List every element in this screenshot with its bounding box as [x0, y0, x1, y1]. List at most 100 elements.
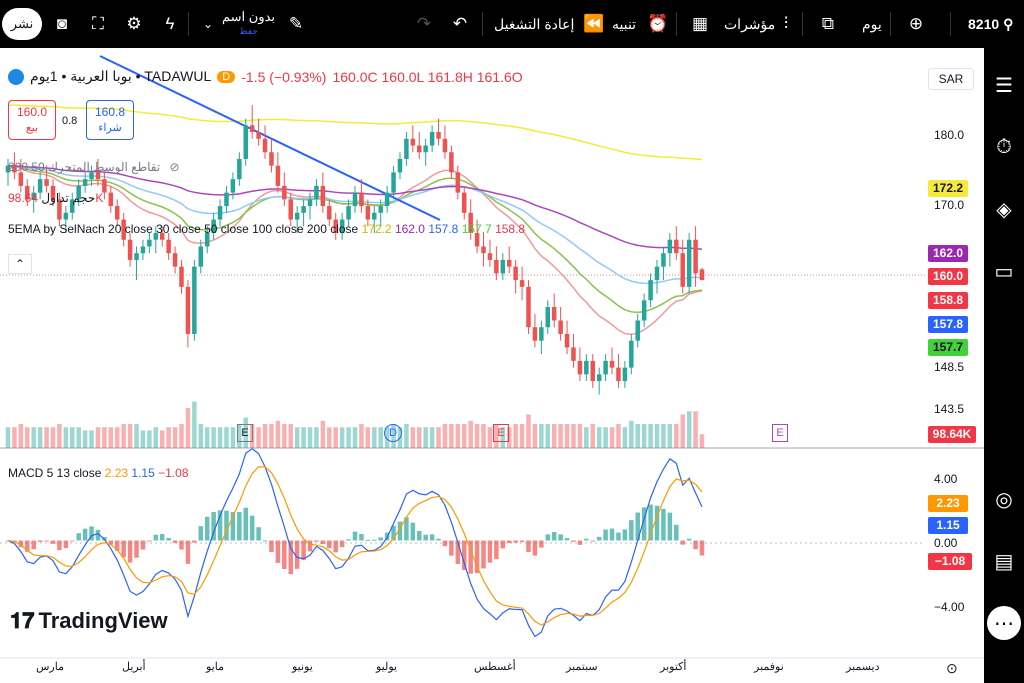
candle-body: [378, 206, 383, 213]
candle-body: [256, 132, 261, 139]
pencil-icon[interactable]: ✎: [288, 14, 304, 33]
buy-button[interactable]: 160.8 شراء: [86, 100, 134, 140]
candle-body: [577, 360, 583, 375]
price-tick: 148.5: [934, 360, 965, 374]
volume-bar: [179, 424, 184, 448]
chevron-down-icon[interactable]: ⌄: [202, 17, 214, 31]
candle-body: [571, 347, 576, 361]
macd-histogram-bar: [224, 510, 229, 541]
candle-body: [102, 179, 107, 193]
more-icon[interactable]: ⋯: [987, 606, 1021, 640]
indicators-button[interactable]: مؤشرات: [724, 15, 776, 32]
camera-icon[interactable]: ◙: [56, 14, 68, 33]
candle-body: [487, 253, 493, 260]
price-tick: 170.0: [934, 198, 965, 212]
candle-body: [661, 253, 666, 267]
layout-name[interactable]: بدون اسم حفظ: [222, 0, 275, 48]
sell-button[interactable]: 160.0 بيع: [8, 100, 56, 140]
volume-bar: [288, 424, 293, 448]
alerts-clock-icon[interactable]: ⏱: [996, 135, 1012, 158]
calendar-icon[interactable]: ▤: [994, 550, 1014, 573]
candle-body: [275, 165, 281, 186]
lightning-icon[interactable]: ϟ: [165, 14, 175, 33]
macd-histogram-bar: [436, 538, 441, 541]
volume-bar: [449, 424, 454, 448]
time-settings-icon[interactable]: ⊙: [946, 660, 958, 676]
macd-tick: −4.00: [934, 600, 965, 614]
layers-icon[interactable]: ◈: [996, 198, 1012, 221]
volume-bar: [629, 420, 634, 448]
candle-body: [294, 212, 300, 220]
bar-chart-icon[interactable]: ⫶: [783, 14, 789, 33]
price-tick: 143.5: [934, 402, 965, 416]
settings-icon[interactable]: ⚙: [126, 14, 142, 33]
macd-histogram-bar: [243, 507, 249, 541]
fullscreen-icon[interactable]: ⛶: [92, 14, 104, 33]
earnings-marker[interactable]: E: [493, 424, 509, 442]
undo-icon[interactable]: ↶: [452, 14, 468, 33]
volume-bar: [307, 427, 313, 448]
symbol-search[interactable]: 8210 ⚲: [968, 0, 1013, 48]
volume-bar: [686, 411, 692, 448]
volume-bar: [211, 427, 216, 448]
macd-histogram-bar: [121, 540, 126, 558]
add-icon[interactable]: ⊕: [908, 14, 924, 33]
grid-icon[interactable]: ▦: [691, 14, 709, 33]
macd-histogram-bar: [551, 531, 557, 541]
macd-histogram-bar: [693, 540, 698, 550]
earnings-marker[interactable]: E: [237, 424, 253, 442]
macd-tag: 2.23: [928, 495, 968, 512]
macd-histogram-bar: [294, 540, 300, 569]
candles-icon[interactable]: ⧉: [821, 14, 835, 33]
candle-body: [282, 185, 287, 200]
macd-histogram-bar: [474, 540, 480, 574]
chat-icon[interactable]: ▭: [994, 260, 1014, 283]
candle-body: [564, 333, 570, 348]
macd-histogram-bar: [622, 529, 628, 541]
watchlist-icon[interactable]: ☰: [995, 74, 1013, 97]
volume-bar: [320, 420, 326, 448]
earnings-marker-future[interactable]: E: [772, 424, 788, 442]
volume-bar: [596, 427, 602, 448]
currency-selector[interactable]: SAR: [928, 68, 974, 90]
macd-histogram-bar: [635, 512, 640, 541]
interval-button[interactable]: يوم: [862, 15, 882, 32]
volume-bar: [166, 427, 171, 448]
macd-histogram-bar: [114, 540, 120, 551]
candle-body: [609, 360, 615, 368]
candle-body: [532, 327, 538, 341]
alert-button[interactable]: تنبيه: [612, 15, 637, 32]
replay-icon[interactable]: ⏪: [583, 14, 605, 33]
macd-line: [7, 447, 703, 638]
chart-area[interactable]: بوبا العربية • 1يوم • TADAWUL D -1.5 (−0…: [0, 48, 984, 683]
eye-off-icon[interactable]: ⊘: [169, 160, 180, 174]
candle-body: [63, 212, 69, 220]
alarm-icon[interactable]: ⏰: [647, 14, 669, 33]
macd-histogram-bar: [31, 540, 36, 550]
time-tick: ديسمبر: [846, 661, 880, 673]
collapse-legend-icon[interactable]: ⌃: [8, 254, 32, 274]
volume-bar: [339, 427, 345, 448]
candle-body: [404, 138, 409, 159]
volume-bar: [365, 427, 371, 448]
macd-histogram-bar: [365, 539, 371, 541]
legend-ohlc: 160.0C 160.0L 161.8H 161.6O: [332, 68, 523, 85]
macd-histogram-bar: [519, 540, 525, 543]
redo-icon[interactable]: ↷: [416, 14, 432, 33]
volume-bar: [487, 427, 493, 448]
macd-histogram-bar: [500, 540, 506, 549]
macd-histogram-bar: [584, 538, 589, 541]
volume-bar: [230, 427, 236, 448]
macd-histogram-bar: [661, 508, 666, 541]
volume-bar: [680, 414, 685, 448]
volume-bar: [140, 430, 146, 448]
macd-histogram-bar: [629, 520, 634, 541]
dividend-marker[interactable]: D: [384, 424, 402, 442]
search-icon: ⚲: [1003, 15, 1014, 32]
target-icon[interactable]: ◎: [995, 488, 1013, 511]
publish-button[interactable]: نشر: [2, 8, 42, 40]
volume-bar: [108, 427, 114, 448]
replay-button[interactable]: إعادة التشغيل: [494, 15, 575, 32]
volume-bar: [410, 427, 416, 448]
volume-bar: [667, 424, 673, 448]
